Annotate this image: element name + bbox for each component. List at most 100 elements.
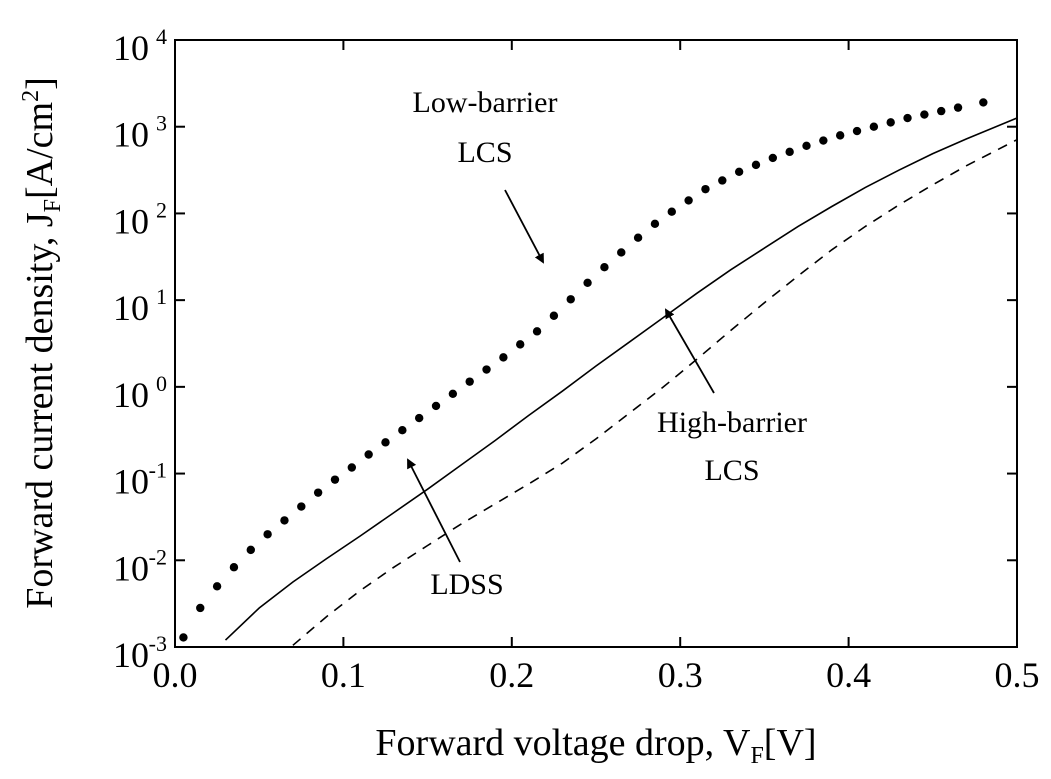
data-point bbox=[364, 450, 373, 459]
y-axis-title: Forward current density, JF[A/cm2] bbox=[18, 77, 66, 609]
y-axis-title-superscript: 2 bbox=[18, 90, 44, 102]
data-point bbox=[734, 167, 744, 177]
series-layer bbox=[179, 98, 1018, 646]
data-point bbox=[330, 475, 340, 484]
y-tick-label-base: 10 bbox=[113, 548, 149, 588]
data-point bbox=[549, 311, 559, 320]
data-point bbox=[701, 184, 710, 194]
data-point bbox=[313, 488, 323, 497]
data-point bbox=[903, 113, 912, 123]
y-tick-label-exponent: 0 bbox=[156, 371, 167, 396]
data-point bbox=[600, 262, 609, 272]
data-point bbox=[179, 633, 188, 642]
annotation-label: High-barrier bbox=[657, 406, 807, 439]
series-solid bbox=[224, 117, 1018, 641]
series-dashed bbox=[292, 138, 1018, 646]
y-tick-label-base: 10 bbox=[113, 462, 149, 502]
x-tick-label: 0.4 bbox=[826, 655, 871, 695]
y-tick-label-exponent: 3 bbox=[156, 111, 167, 136]
data-point bbox=[229, 563, 239, 572]
annotations: Low-barrier LCS High-barrier LCS LDSS bbox=[407, 86, 807, 601]
annotation-label: LCS bbox=[457, 136, 512, 169]
y-tick-label-exponent: 1 bbox=[156, 284, 167, 309]
data-point bbox=[566, 295, 575, 304]
data-point bbox=[263, 530, 272, 539]
data-point bbox=[819, 136, 828, 145]
y-tick-label-base: 10 bbox=[113, 375, 149, 415]
data-point bbox=[869, 122, 879, 131]
data-point bbox=[381, 438, 390, 447]
y-tick-label-base: 10 bbox=[113, 28, 149, 68]
x-tick-label: 0.0 bbox=[153, 655, 198, 695]
data-point bbox=[785, 147, 794, 157]
data-point bbox=[835, 131, 845, 140]
data-point bbox=[953, 103, 963, 112]
data-point bbox=[768, 153, 778, 163]
x-tick-label: 0.5 bbox=[995, 655, 1040, 695]
x-tick-label: 0.1 bbox=[321, 655, 366, 695]
y-axis-title-close: ] bbox=[19, 77, 61, 90]
data-point bbox=[398, 426, 407, 435]
data-point bbox=[650, 219, 660, 229]
x-axis-title-unit: [V] bbox=[764, 722, 817, 764]
y-tick-label-base: 10 bbox=[113, 115, 149, 155]
series-line bbox=[224, 117, 1018, 641]
y-tick-label-base: 10 bbox=[113, 201, 149, 241]
annotation: LDSS bbox=[407, 458, 504, 601]
y-tick-label-base: 10 bbox=[113, 288, 149, 328]
y-tick-label-exponent: -1 bbox=[149, 458, 167, 483]
data-point bbox=[196, 603, 205, 613]
data-point bbox=[667, 207, 676, 216]
annotation: High-barrier LCS bbox=[657, 308, 807, 487]
annotation: Low-barrier LCS bbox=[413, 86, 558, 264]
data-point bbox=[465, 377, 474, 386]
data-point bbox=[516, 340, 525, 349]
annotation-arrow bbox=[664, 308, 715, 394]
series-dotted bbox=[179, 98, 988, 642]
data-point bbox=[448, 389, 458, 398]
data-point bbox=[633, 233, 643, 242]
x-axis-title-subscript: F bbox=[750, 743, 763, 769]
annotation-arrow bbox=[504, 189, 544, 264]
annotation-label: LDSS bbox=[430, 568, 503, 601]
y-axis-title-unit: [A/cm bbox=[19, 102, 61, 199]
data-point bbox=[482, 365, 491, 374]
y-tick-label-exponent: -2 bbox=[149, 544, 167, 569]
data-point bbox=[347, 463, 357, 472]
plot-frame bbox=[174, 39, 1018, 648]
data-point bbox=[684, 196, 693, 205]
data-point bbox=[617, 248, 626, 257]
y-tick-label-exponent: 4 bbox=[156, 24, 167, 49]
series-line bbox=[292, 138, 1018, 646]
y-axis-title-main: Forward current density, J bbox=[19, 212, 61, 608]
annotation-label: Low-barrier bbox=[413, 86, 558, 119]
x-tick-label: 0.2 bbox=[489, 655, 534, 695]
x-axis-title-main: Forward voltage drop, V bbox=[375, 722, 751, 764]
data-point bbox=[937, 106, 946, 116]
data-point bbox=[280, 516, 289, 525]
y-tick-label-base: 10 bbox=[113, 635, 149, 675]
data-point bbox=[499, 353, 508, 362]
data-point bbox=[583, 278, 592, 287]
y-tick-label-exponent: -3 bbox=[149, 631, 167, 656]
x-tick-label: 0.3 bbox=[658, 655, 703, 695]
y-axis-title-subscript: F bbox=[40, 199, 66, 212]
data-point bbox=[718, 176, 727, 185]
data-point bbox=[212, 582, 222, 591]
data-point bbox=[979, 98, 988, 107]
data-point bbox=[532, 327, 542, 336]
data-point bbox=[920, 110, 929, 119]
x-axis-title: Forward voltage drop, VF[V] bbox=[375, 722, 816, 769]
y-tick-label-exponent: 2 bbox=[156, 197, 167, 222]
data-point bbox=[414, 413, 424, 423]
annotation-label: LCS bbox=[704, 454, 759, 487]
data-point bbox=[751, 160, 761, 170]
data-point bbox=[431, 401, 441, 411]
data-point bbox=[246, 545, 255, 555]
data-point bbox=[852, 126, 862, 136]
data-point bbox=[886, 118, 895, 127]
annotation-arrow bbox=[407, 458, 461, 563]
